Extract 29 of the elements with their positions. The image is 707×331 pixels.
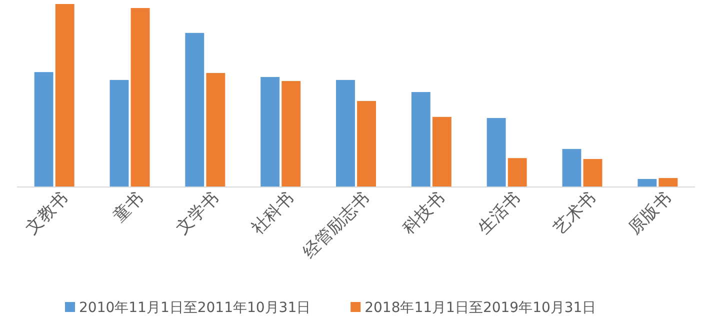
x-tick-label: 经管励志书 xyxy=(299,188,374,263)
x-tick-label: 文学书 xyxy=(172,188,223,239)
bar xyxy=(638,178,657,187)
bar xyxy=(34,72,54,187)
bar xyxy=(411,92,430,187)
bar xyxy=(336,80,355,187)
bar xyxy=(110,80,129,187)
bar xyxy=(357,100,376,187)
bar xyxy=(260,77,280,187)
bar xyxy=(282,81,301,187)
x-tick-label: 艺术书 xyxy=(550,188,600,239)
bar xyxy=(486,118,506,187)
bar xyxy=(583,159,602,187)
x-tick-label: 科技书 xyxy=(398,188,450,239)
bar xyxy=(658,178,678,187)
x-tick-label: 原版书 xyxy=(625,188,676,239)
x-tick-label: 社科书 xyxy=(248,188,298,239)
legend-label: 2018年11月1日至2019年10月31日 xyxy=(364,300,596,316)
bar xyxy=(130,8,150,187)
legend-label: 2010年11月1日至2011年10月31日 xyxy=(79,300,311,316)
bar xyxy=(432,116,452,187)
bar xyxy=(562,148,582,187)
bar xyxy=(508,158,527,187)
x-tick-label: 童书 xyxy=(109,188,148,227)
x-tick-label: 生活书 xyxy=(474,188,524,239)
bar xyxy=(185,32,204,187)
bar xyxy=(55,4,74,187)
x-tick-label: 文教书 xyxy=(22,188,72,239)
bar xyxy=(206,72,226,187)
